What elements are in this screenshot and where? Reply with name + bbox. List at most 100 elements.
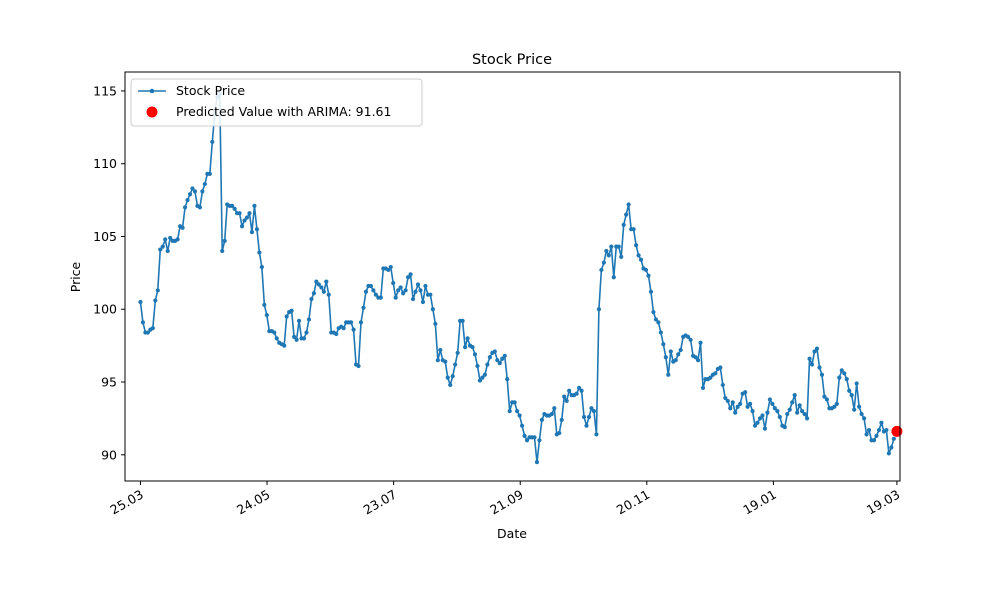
- data-point: [809, 362, 815, 367]
- data-point: [720, 382, 725, 388]
- data-point: [586, 414, 592, 420]
- y-tick-label: 105: [93, 229, 117, 244]
- data-point: [391, 280, 396, 286]
- data-point: [852, 407, 857, 412]
- data-point: [386, 267, 391, 273]
- y-tick-label: 95: [101, 375, 117, 390]
- data-point: [210, 139, 215, 144]
- data-point: [138, 299, 143, 305]
- data-point: [886, 451, 891, 456]
- data-point: [747, 401, 753, 406]
- data-point: [636, 253, 641, 258]
- data-point: [443, 359, 448, 364]
- data-point: [477, 378, 483, 383]
- data-point: [770, 401, 775, 406]
- data-point: [472, 352, 478, 357]
- data-point: [358, 320, 364, 325]
- data-point: [413, 289, 418, 294]
- data-point: [626, 202, 631, 207]
- data-point: [438, 347, 443, 353]
- data-point: [507, 409, 512, 414]
- data-point: [180, 225, 185, 230]
- data-point: [207, 171, 212, 176]
- data-point: [190, 186, 195, 191]
- data-point: [497, 361, 502, 366]
- legend-label-prediction: Predicted Value with ARIMA: 91.61: [176, 104, 391, 119]
- data-point: [678, 347, 683, 353]
- data-point: [430, 307, 435, 312]
- data-point: [792, 393, 797, 398]
- data-point: [718, 365, 723, 370]
- data-point: [465, 336, 470, 341]
- data-point: [244, 215, 250, 220]
- data-point: [475, 363, 480, 369]
- data-point: [596, 307, 602, 312]
- data-point: [854, 381, 859, 386]
- data-point: [534, 459, 540, 465]
- data-point: [772, 406, 777, 411]
- data-point: [408, 272, 413, 277]
- data-point: [306, 317, 312, 322]
- data-point: [396, 288, 401, 293]
- data-point: [752, 423, 758, 428]
- data-point: [403, 288, 408, 293]
- data-point: [782, 425, 787, 430]
- data-point: [304, 330, 309, 335]
- data-point: [700, 385, 706, 390]
- data-point: [321, 289, 326, 294]
- data-point: [262, 302, 267, 307]
- data-point: [309, 296, 314, 302]
- data-point: [648, 289, 654, 294]
- data-point: [668, 349, 673, 354]
- data-point: [864, 432, 869, 437]
- data-point: [876, 427, 882, 433]
- data-point: [837, 375, 842, 380]
- data-point: [428, 292, 433, 297]
- data-point: [435, 358, 440, 363]
- data-point: [249, 230, 255, 235]
- data-point: [787, 407, 792, 412]
- data-point: [713, 371, 718, 376]
- data-point: [651, 310, 656, 315]
- data-point: [368, 283, 374, 289]
- series-layer: [138, 91, 903, 465]
- data-point: [311, 291, 317, 296]
- data-point: [750, 409, 755, 414]
- data-point: [567, 388, 572, 393]
- data-point: [410, 296, 416, 302]
- data-point: [405, 275, 411, 280]
- data-point: [237, 211, 242, 216]
- data-point: [348, 320, 354, 325]
- data-point: [485, 362, 490, 367]
- data-point: [879, 420, 884, 425]
- data-point: [673, 358, 678, 363]
- data-point: [557, 430, 562, 436]
- data-point: [661, 342, 666, 347]
- data-point: [371, 288, 376, 293]
- data-point: [460, 318, 465, 323]
- legend-marker-prediction: [146, 106, 158, 118]
- data-point: [373, 292, 378, 297]
- data-point: [695, 358, 701, 363]
- data-point: [168, 235, 173, 241]
- data-point: [163, 237, 168, 242]
- data-point: [807, 356, 812, 361]
- data-point: [522, 433, 527, 438]
- data-point: [676, 352, 681, 357]
- data-point: [334, 331, 339, 337]
- data-point: [462, 344, 468, 350]
- data-point: [760, 413, 765, 418]
- data-point: [562, 394, 567, 399]
- data-point: [730, 400, 735, 405]
- data-point: [341, 326, 346, 331]
- data-point: [145, 330, 150, 335]
- data-point: [609, 244, 614, 249]
- data-point: [859, 411, 864, 417]
- legend-box: [130, 78, 423, 127]
- data-point: [611, 275, 616, 280]
- data-point: [708, 375, 713, 380]
- data-point: [817, 365, 822, 370]
- data-point: [291, 334, 297, 339]
- data-point: [633, 243, 639, 248]
